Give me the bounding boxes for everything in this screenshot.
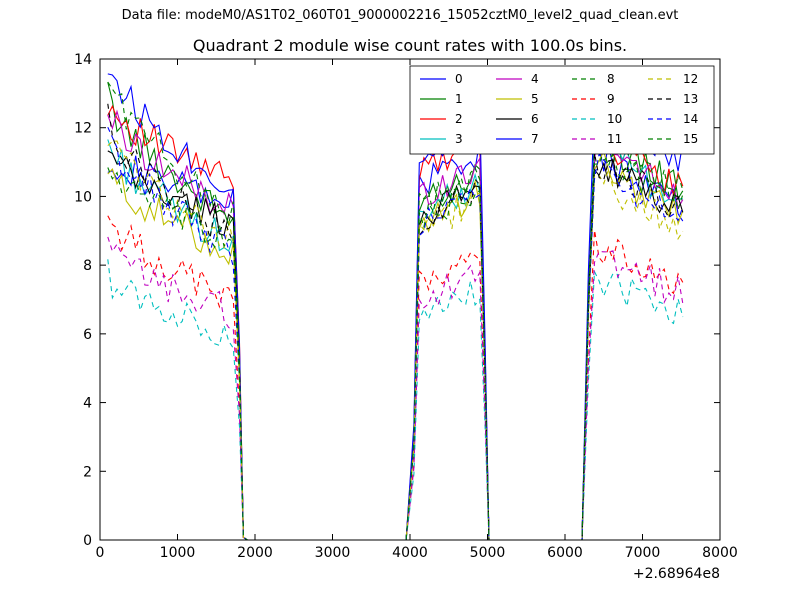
series-line-8 — [107, 81, 684, 541]
legend-label: 6 — [531, 112, 539, 126]
y-tick-label: 10 — [74, 189, 92, 205]
legend-label: 10 — [607, 112, 622, 126]
series-line-0 — [107, 134, 684, 541]
y-tick-label: 0 — [83, 533, 92, 549]
x-tick-label: 4000 — [392, 545, 428, 561]
legend-label: 13 — [683, 92, 698, 106]
series-line-5 — [107, 149, 684, 541]
legend-label: 5 — [531, 92, 539, 106]
x-tick-label: 6000 — [547, 545, 583, 561]
x-offset-label: +2.68964e8 — [633, 566, 720, 582]
chart-title: Quadrant 2 module wise count rates with … — [192, 36, 628, 55]
legend-label: 9 — [607, 92, 615, 106]
x-tick-label: 0 — [96, 545, 105, 561]
x-tick-label: 3000 — [315, 545, 351, 561]
x-tick-label: 7000 — [625, 545, 661, 561]
y-tick-label: 4 — [83, 396, 92, 412]
series-line-1 — [107, 82, 684, 541]
legend-box — [409, 65, 715, 155]
x-tick-label: 8000 — [702, 545, 738, 561]
legend-label: 0 — [455, 72, 463, 86]
series-line-12 — [107, 140, 684, 541]
series-line-14 — [107, 126, 684, 541]
series-line-11 — [107, 236, 684, 541]
axis-layer: 0 1000 2000 3000 4000 5000 6000 7000 80000246810… — [74, 52, 738, 582]
x-tick-label: 1000 — [160, 545, 196, 561]
x-tick-label: 5000 — [470, 545, 506, 561]
series-line-13 — [107, 103, 683, 541]
y-tick-label: 14 — [74, 52, 92, 68]
series-line-15 — [107, 149, 684, 541]
legend-label: 2 — [455, 112, 463, 126]
legend-label: 11 — [607, 132, 622, 146]
y-tick-label: 8 — [83, 258, 92, 274]
series-line-3 — [107, 136, 683, 541]
legend-label: 15 — [683, 132, 698, 146]
legend-label: 7 — [531, 132, 539, 146]
series-line-4 — [107, 109, 684, 541]
x-tick-label: 2000 — [237, 545, 273, 561]
legend-label: 14 — [683, 112, 698, 126]
legend-label: 8 — [607, 72, 615, 86]
legend-label: 1 — [455, 92, 463, 106]
legend-label: 4 — [531, 72, 539, 86]
series-line-9 — [107, 215, 684, 541]
legend-label: 3 — [455, 132, 463, 146]
y-tick-label: 2 — [83, 464, 92, 480]
legend-label: 12 — [683, 72, 698, 86]
y-tick-label: 6 — [83, 327, 92, 343]
series-line-10 — [107, 259, 684, 541]
figure-supertitle: Data file: modeM0/AS1T02_060T01_90000022… — [121, 8, 679, 23]
series-line-2 — [107, 104, 684, 541]
y-tick-label: 12 — [74, 121, 92, 137]
